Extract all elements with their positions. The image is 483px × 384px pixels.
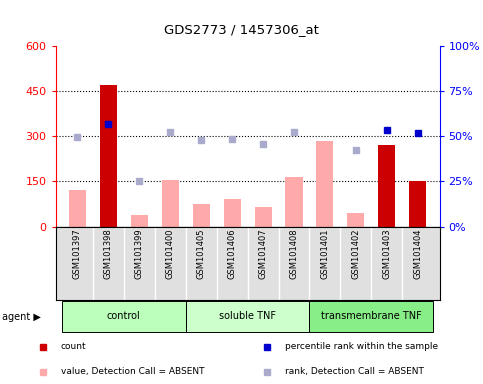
Bar (255, 207, 271, 227)
Bar (130, 215, 148, 227)
Bar (285, 177, 302, 227)
Bar (224, 200, 241, 227)
Text: GSM101398: GSM101398 (104, 229, 113, 280)
Bar (69, 190, 86, 227)
Text: GSM101405: GSM101405 (197, 229, 206, 279)
FancyBboxPatch shape (62, 301, 185, 333)
Text: GSM101403: GSM101403 (383, 229, 391, 280)
Text: GSM101397: GSM101397 (73, 229, 82, 280)
Bar (378, 146, 396, 227)
Bar (316, 141, 333, 227)
Text: soluble TNF: soluble TNF (219, 311, 276, 321)
FancyBboxPatch shape (310, 301, 433, 333)
Text: GSM101406: GSM101406 (227, 229, 237, 280)
Text: GSM101404: GSM101404 (413, 229, 422, 279)
Text: count: count (61, 342, 86, 351)
Text: agent ▶: agent ▶ (2, 312, 41, 322)
Text: GSM101400: GSM101400 (166, 229, 175, 279)
Text: value, Detection Call = ABSENT: value, Detection Call = ABSENT (61, 367, 204, 376)
Bar (193, 204, 210, 227)
Text: transmembrane TNF: transmembrane TNF (321, 311, 422, 321)
Text: percentile rank within the sample: percentile rank within the sample (285, 342, 439, 351)
Text: GDS2773 / 1457306_at: GDS2773 / 1457306_at (164, 23, 319, 36)
Text: GSM101408: GSM101408 (289, 229, 298, 280)
Text: GSM101407: GSM101407 (258, 229, 268, 280)
Text: GSM101399: GSM101399 (135, 229, 143, 280)
Text: control: control (107, 311, 141, 321)
Bar (409, 182, 426, 227)
FancyBboxPatch shape (185, 301, 310, 333)
Bar (347, 213, 365, 227)
Bar (99, 85, 117, 227)
Text: rank, Detection Call = ABSENT: rank, Detection Call = ABSENT (285, 367, 424, 376)
Text: GSM101401: GSM101401 (320, 229, 329, 279)
Bar (162, 180, 179, 227)
Text: GSM101402: GSM101402 (352, 229, 360, 279)
